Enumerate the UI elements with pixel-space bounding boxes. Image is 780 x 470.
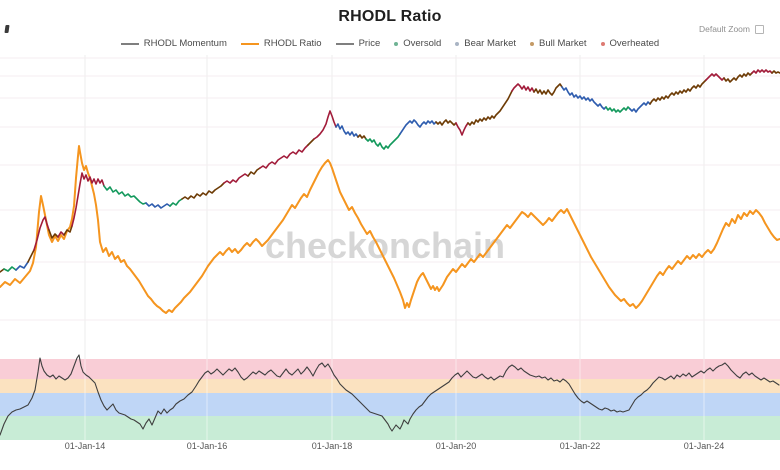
price-line-bull <box>533 83 563 96</box>
band-bull-market <box>0 379 780 393</box>
price-line-bear <box>335 123 359 138</box>
price-line-oversold <box>605 106 631 113</box>
price-line-bear <box>15 261 29 271</box>
price-line-bull <box>771 70 780 74</box>
page-title: RHODL Ratio <box>338 8 442 25</box>
legend-line-swatch <box>120 42 139 45</box>
legend-item-bear-market[interactable]: Bear Market <box>455 38 516 49</box>
price-line-oversold <box>169 198 183 207</box>
price-line-bull <box>181 182 225 200</box>
rhodl-ratio-line <box>0 145 780 314</box>
x-tick-label: 01-Jan-20 <box>436 441 477 451</box>
legend-item-bull-market[interactable]: Bull Market <box>530 38 587 49</box>
price-line-oversold <box>3 266 17 272</box>
legend-line-swatch <box>240 42 259 45</box>
x-tick-label: 01-Jan-24 <box>684 441 725 451</box>
x-tick-label: 01-Jan-16 <box>187 441 228 451</box>
legend-item-rhodl-momentum[interactable]: RHODL Momentum <box>120 38 227 49</box>
legend-item-overheated[interactable]: Overheated <box>600 38 660 49</box>
price-line-bull <box>247 167 261 177</box>
price-line-bull <box>48 229 59 239</box>
legend: RHODL Momentum RHODL Ratio Price Oversold Be… <box>0 38 780 49</box>
legend-item-label: RHODL Ratio <box>263 38 322 49</box>
price-line-bull <box>307 138 315 146</box>
price-line-overheated <box>705 73 725 81</box>
legend-item-rhodl-ratio[interactable]: RHODL Ratio <box>240 38 322 49</box>
price-line-overheated <box>313 110 337 140</box>
price-line-bull <box>0 268 5 273</box>
price-line-overheated <box>455 122 469 136</box>
price-line-overheated <box>511 83 535 93</box>
legend-line-swatch <box>335 42 354 45</box>
momentum-line <box>0 354 780 436</box>
camera-icon[interactable] <box>755 24 764 34</box>
price-line-bear <box>399 119 437 135</box>
price-line-bear <box>561 86 607 110</box>
price-line-overheated <box>33 216 50 251</box>
legend-item-price[interactable]: Price <box>335 38 381 49</box>
price-line-overheated <box>223 173 249 184</box>
legend-item-label: Oversold <box>403 38 442 49</box>
price-line-bull <box>723 72 753 83</box>
price-line-bull <box>63 225 73 236</box>
legend-dot-swatch <box>600 41 605 46</box>
price-line-bear <box>629 101 651 113</box>
legend-dot-swatch <box>394 41 399 46</box>
price-line-bear <box>145 202 171 209</box>
legend-item-label: Bull Market <box>539 38 587 49</box>
x-tick-label: 01-Jan-22 <box>560 441 601 451</box>
price-line-oversold <box>103 185 147 205</box>
legend-item-label: Overheated <box>609 38 660 49</box>
price-line-bull <box>27 249 35 263</box>
price-line-overheated <box>259 144 309 169</box>
price-line-overheated <box>57 231 65 238</box>
legend-dot-swatch <box>530 41 535 46</box>
legend-item-label: Bear Market <box>464 38 517 49</box>
price-line-overheated <box>71 172 105 227</box>
price-line-overheated <box>751 69 773 74</box>
default-zoom-label: Default Zoom <box>698 24 750 34</box>
price-line-oversold <box>365 133 401 150</box>
price-line-bull <box>435 119 457 126</box>
legend-item-oversold[interactable]: Oversold <box>394 38 441 49</box>
price-line-bull <box>467 90 513 126</box>
price-line-bull <box>649 79 707 105</box>
x-tick-label: 01-Jan-14 <box>65 441 106 451</box>
legend-item-label: RHODL Momentum <box>143 38 227 49</box>
band-overheated <box>0 359 780 379</box>
band-bear-market <box>0 393 780 416</box>
legend-dot-swatch <box>455 41 460 46</box>
default-zoom-button[interactable]: Default Zoom <box>699 24 764 34</box>
price-line-bull <box>357 134 367 140</box>
x-tick-label: 01-Jan-18 <box>312 441 353 451</box>
legend-item-label: Price <box>358 38 381 49</box>
